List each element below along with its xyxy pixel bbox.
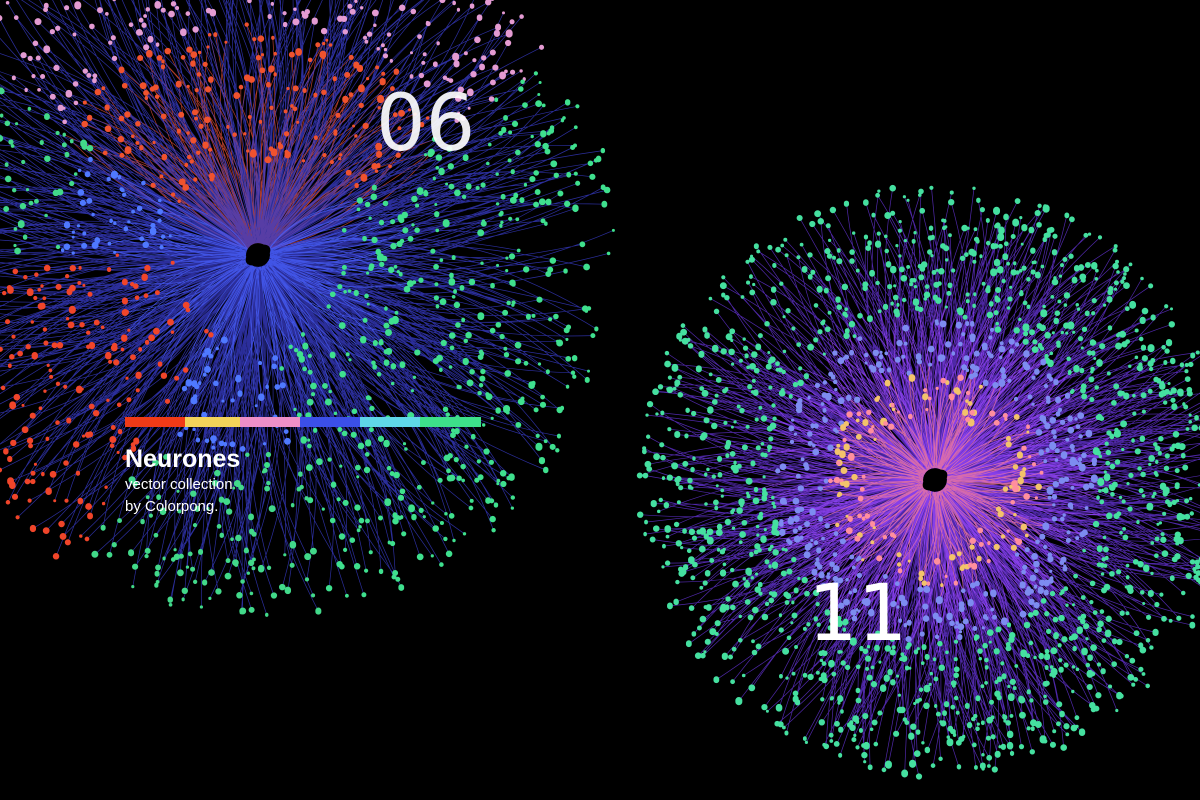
dendrites	[94, 174, 422, 417]
collection-subtitle: vector collection	[125, 476, 233, 493]
dendrites	[819, 361, 1056, 601]
collection-title: Neurones	[125, 445, 240, 473]
badge-number: 06	[376, 79, 475, 169]
color-bar	[125, 417, 481, 427]
collection-author: by Colorpong.	[125, 498, 218, 515]
nucleus	[245, 244, 271, 266]
neuron-clusters	[0, 0, 1200, 780]
nucleus	[922, 469, 948, 491]
synapses	[0, 0, 545, 125]
swatch	[125, 417, 185, 427]
title-dot	[264, 462, 270, 468]
swatch	[300, 417, 360, 427]
swatch	[420, 417, 481, 427]
synapses	[636, 184, 1200, 780]
swatch	[185, 417, 240, 427]
synapses	[775, 319, 1098, 643]
swatch	[360, 417, 420, 427]
synapses	[0, 87, 322, 617]
swatch	[240, 417, 300, 427]
badge-number: 11	[808, 569, 907, 659]
